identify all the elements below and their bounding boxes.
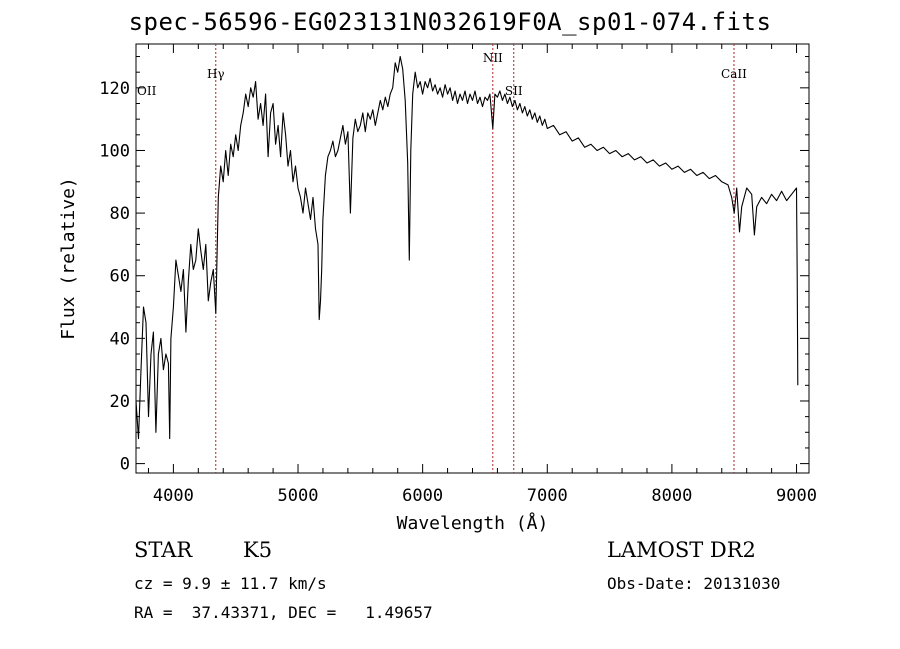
- x-tick-label: 6000: [402, 486, 443, 506]
- x-tick-label: 5000: [278, 486, 319, 506]
- y-tick-label: 100: [99, 141, 130, 161]
- y-axis-label: Flux (relative): [58, 177, 79, 340]
- redshift-cz: cz = 9.9 ± 11.7 km/s: [134, 574, 327, 593]
- spectral-line-label: SII: [505, 84, 523, 98]
- x-tick-label: 8000: [651, 486, 692, 506]
- spectral-line-label-oii: OII: [137, 84, 157, 98]
- x-axis-label: Wavelength (Å): [397, 512, 549, 534]
- object-subclass: K5: [243, 538, 273, 562]
- x-tick-label: 9000: [776, 486, 817, 506]
- chart-title: spec-56596-EG023131N032619F0A_sp01-074.f…: [128, 8, 772, 36]
- survey-name: LAMOST DR2: [607, 538, 756, 562]
- spectral-line-label: CaII: [721, 67, 747, 81]
- y-tick-label: 20: [110, 392, 130, 412]
- y-tick-label: 60: [110, 267, 130, 287]
- y-tick-label: 0: [120, 455, 130, 475]
- x-tick-label: 7000: [527, 486, 568, 506]
- spectrum-line: [135, 55, 799, 440]
- spectral-line-label: NII: [483, 51, 503, 65]
- y-tick-label: 40: [110, 329, 130, 349]
- object-class: STAR: [134, 538, 193, 562]
- y-tick-label: 120: [99, 79, 130, 99]
- plot-frame: [135, 43, 810, 474]
- y-tick-label: 80: [110, 204, 130, 224]
- obs-date: Obs-Date: 20131030: [607, 574, 781, 593]
- spectral-line-label: Hγ: [207, 67, 225, 81]
- ra-dec: RA = 37.43371, DEC = 1.49657: [134, 603, 433, 622]
- x-tick-label: 4000: [153, 486, 194, 506]
